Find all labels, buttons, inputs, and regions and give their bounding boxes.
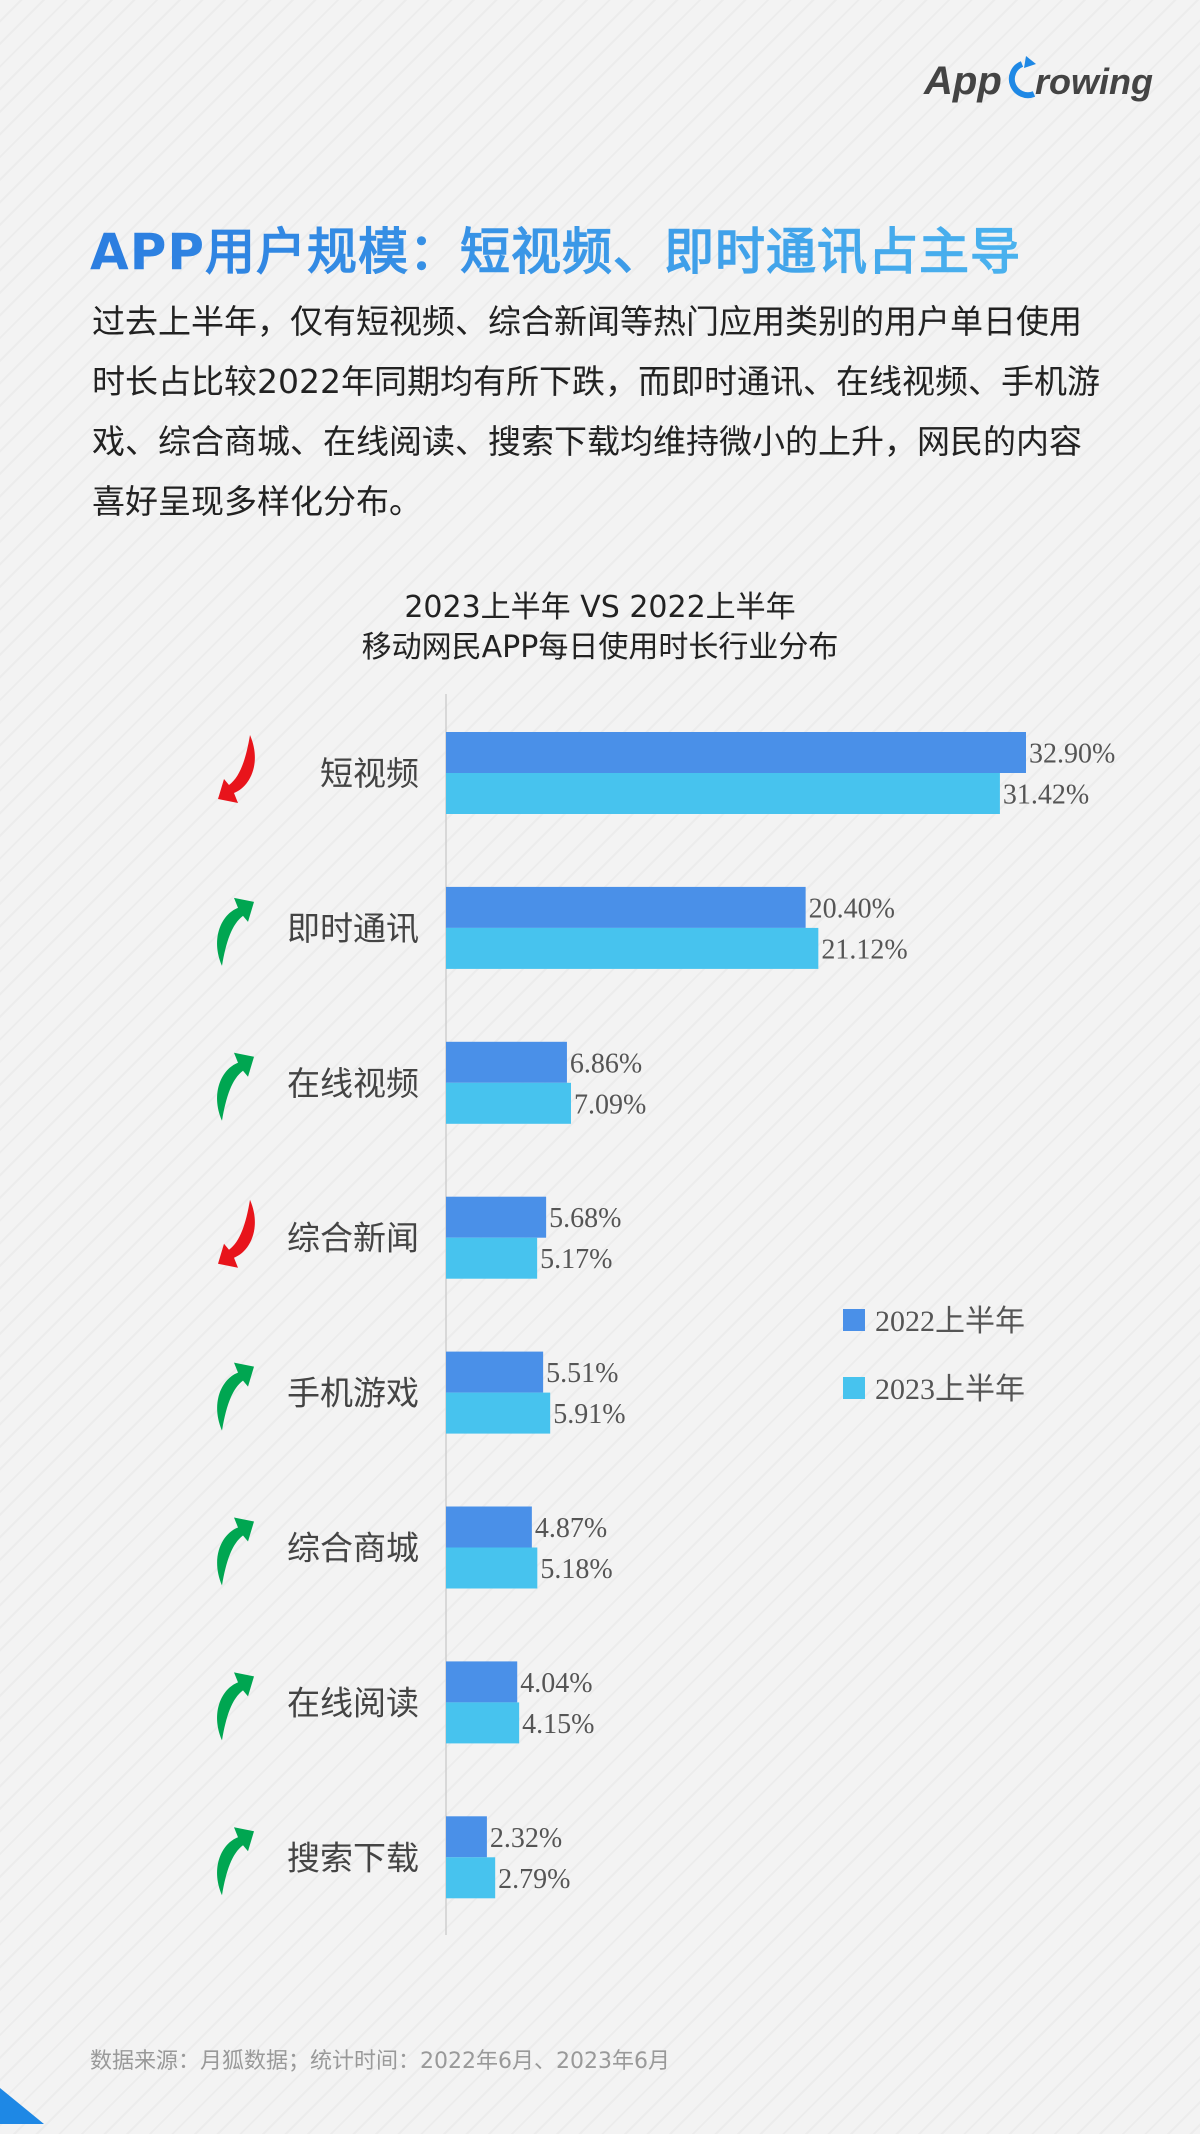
bar-2022	[446, 1816, 487, 1858]
data-label: 4.87%	[535, 1513, 607, 1544]
data-label: 5.91%	[553, 1399, 625, 1430]
bar-2022	[446, 1196, 547, 1238]
category-label: 综合新闻	[287, 1219, 419, 1258]
category-label: 在线视频	[287, 1064, 419, 1103]
svg-text:App: App	[923, 59, 1002, 103]
bar-chart: 32.90% 31.42% 短视频 20.40% 21.12% 即时通讯 6.86% 7.09…	[217, 694, 1115, 1935]
chart-title-line2: 移动网民APP每日使用时长行业分布	[361, 630, 839, 665]
chart-title-line1: 2023上半年 VS 2022上半年	[404, 590, 796, 625]
trend-up-arrow-icon	[217, 897, 254, 966]
appgrowing-logo: App rowing	[923, 56, 1153, 103]
summary-paragraph: 过去上半年，仅有短视频、综合新闻等热门应用类别的用户单日使用时长占比较2022年…	[92, 302, 1100, 521]
bar-2023	[446, 927, 819, 969]
category-label: 短视频	[320, 754, 419, 793]
trend-up-arrow-icon	[217, 1827, 254, 1896]
data-label: 5.51%	[546, 1358, 618, 1389]
category-label: 综合商城	[287, 1529, 419, 1568]
data-label: 7.09%	[574, 1089, 646, 1120]
data-label: 6.86%	[570, 1048, 642, 1079]
data-label: 32.90%	[1029, 739, 1115, 770]
data-label: 31.42%	[1003, 780, 1089, 811]
legend-label: 2023上半年	[875, 1373, 1025, 1406]
data-label: 5.17%	[540, 1244, 612, 1275]
category-label: 即时通讯	[287, 909, 419, 948]
bar-2023	[446, 1082, 571, 1124]
bar-2023	[446, 773, 1000, 814]
category-label: 搜索下载	[287, 1838, 419, 1877]
data-label: 4.04%	[520, 1668, 592, 1699]
legend-swatch-2022	[843, 1309, 865, 1331]
bar-2022	[446, 1506, 532, 1548]
data-label: 5.18%	[540, 1554, 612, 1585]
bar-2022	[446, 1661, 518, 1703]
corner-triangle-decoration	[0, 2088, 44, 2124]
trend-down-arrow-icon	[218, 735, 255, 803]
trend-up-arrow-icon	[217, 1672, 254, 1741]
bar-2023	[446, 1237, 538, 1279]
bar-2023	[446, 1392, 551, 1434]
data-label: 5.68%	[549, 1203, 621, 1234]
trend-up-arrow-icon	[217, 1362, 254, 1431]
trend-up-arrow-icon	[217, 1052, 254, 1121]
bar-2023	[446, 1547, 538, 1589]
legend-label: 2022上半年	[875, 1305, 1025, 1338]
trend-up-arrow-icon	[217, 1517, 254, 1586]
bar-2023	[446, 1857, 496, 1899]
trend-down-arrow-icon	[218, 1199, 255, 1268]
bar-2022	[446, 886, 806, 928]
page-title: APP用户规模：短视频、即时通讯占主导	[90, 212, 1021, 284]
data-label: 20.40%	[809, 893, 895, 924]
data-label: 21.12%	[821, 934, 907, 965]
category-label: 手机游戏	[287, 1374, 419, 1413]
bar-2022	[446, 1041, 567, 1083]
legend-swatch-2023	[843, 1377, 865, 1399]
svg-text:rowing: rowing	[1035, 61, 1153, 102]
bar-2022	[446, 732, 1026, 773]
category-label: 在线阅读	[287, 1683, 419, 1722]
data-source-note: 数据来源：月狐数据；统计时间：2022年6月、2023年6月	[90, 2049, 670, 2074]
bar-2023	[446, 1702, 520, 1744]
bar-2022	[446, 1351, 544, 1393]
data-label: 2.32%	[490, 1823, 562, 1854]
data-label: 2.79%	[498, 1864, 570, 1895]
data-label: 4.15%	[522, 1709, 594, 1740]
